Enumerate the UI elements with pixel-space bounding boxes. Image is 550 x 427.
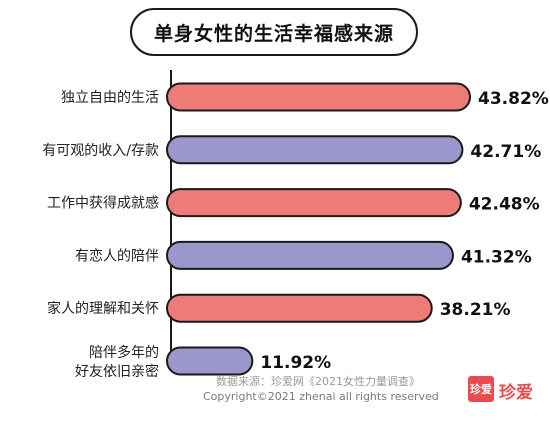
category-label-3: 有恋人的陪伴: [75, 247, 159, 264]
chart-title: 单身女性的生活幸福感来源: [130, 8, 418, 56]
bar-2: [166, 188, 462, 218]
value-label-1: 42.71%: [470, 142, 541, 162]
data-source-note: 数据来源：珍爱网《2021女性力量调查》: [216, 375, 420, 388]
category-label-0: 独立自由的生活: [61, 90, 159, 106]
value-label-5: 11.92%: [260, 353, 331, 373]
category-label-4: 家人的理解和关怀: [47, 300, 159, 317]
value-label-4: 38.21%: [440, 300, 511, 320]
brand-logo-text: 珍爱: [499, 383, 533, 403]
category-label-2: 工作中获得成就感: [47, 195, 159, 212]
value-label-3: 41.32%: [461, 247, 532, 267]
category-label-5: 陪伴多年的好友依旧亲密: [75, 344, 159, 380]
bar-1: [166, 135, 464, 165]
category-label-1: 有可观的收入/存款: [42, 143, 159, 159]
value-label-0: 43.82%: [478, 89, 549, 109]
bars-group: 独立自由的生活 43.82% 有可观的收入/存款 42.71% 工作中获得成就感 42.4…: [42, 82, 549, 380]
bar-4: [166, 293, 433, 323]
copyright-note: Copyright©2021 zhenai all rights reserve…: [203, 390, 439, 403]
bar-3: [166, 240, 454, 270]
value-label-2: 42.48%: [469, 195, 540, 215]
bar-5: [166, 346, 254, 376]
brand-logo-badge: 珍爱: [468, 376, 494, 402]
bar-0: [166, 82, 471, 112]
